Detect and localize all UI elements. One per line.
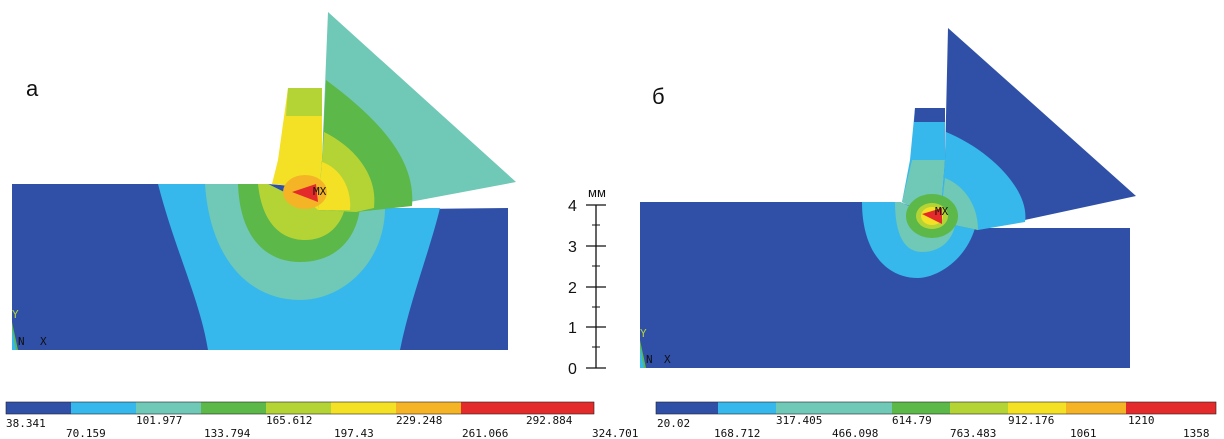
panel-b-hotspot-core (922, 208, 942, 224)
panel-b-legend-value-8: 1061 (1070, 427, 1097, 439)
panel-b-legend-value-4: 466.098 (832, 427, 878, 439)
panel-a-triad-n: N (18, 335, 25, 348)
panel-b-legend-value-7: 912.176 (1008, 414, 1054, 427)
panel-b-legend-value-6: 763.483 (950, 427, 996, 439)
panel-a-legend: 38.341 101.977 165.612 229.248 292.884 7… (5, 401, 638, 439)
panel-b-legend-value-9: 1210 (1128, 414, 1155, 427)
panel-a-legend-value-10: 324.701 (592, 427, 638, 439)
panel-b-label: б (652, 84, 665, 109)
panel-b-legend-value-3: 317.405 (776, 414, 822, 427)
panel-a-legend-value-8: 261.066 (462, 427, 508, 439)
panel-a-legend-value-1: 38.341 (6, 417, 46, 430)
panel-b-legend-value-5: 614.79 (892, 414, 932, 427)
panel-a-legend-value-2: 70.159 (66, 427, 106, 439)
panel-a-legend-value-5: 165.612 (266, 414, 312, 427)
panel-a-triad-x: X (40, 335, 47, 348)
scale-tick-4: 4 (568, 198, 577, 215)
panel-b-axis-triad: Y N X (640, 327, 671, 368)
panel-a-max-marker: MX (313, 185, 327, 198)
scale-tick-0: 0 (568, 361, 577, 378)
scale-bar: мм 4 3 2 1 0 (568, 185, 606, 378)
panel-b: б MX Y N X (640, 28, 1217, 439)
scale-tick-1: 1 (568, 320, 577, 337)
panel-b-legend-value-2: 168.712 (714, 427, 760, 439)
panel-a-axis-triad: Y N X (12, 308, 47, 350)
panel-b-triad-x: X (664, 353, 671, 366)
scale-tick-2: 2 (568, 280, 577, 297)
panel-a-label: а (26, 76, 39, 101)
panel-a-legend-value-9: 292.884 (526, 414, 573, 427)
panel-b-legend-value-1: 20.02 (657, 417, 690, 430)
panel-a-legend-value-6: 197.43 (334, 427, 374, 439)
panel-a: а MX Y N X (5, 12, 638, 439)
panel-a-tool-top-zone (286, 88, 322, 116)
panel-a-legend-value-3: 101.977 (136, 414, 182, 427)
panel-b-workpiece (640, 202, 1130, 368)
panel-b-tool-top (914, 108, 945, 122)
panel-a-legend-value-4: 133.794 (204, 427, 251, 439)
panel-b-legend-value-10: 1358 (1183, 427, 1210, 439)
panel-a-triad-y: Y (12, 308, 19, 321)
panel-a-legend-value-7: 229.248 (396, 414, 442, 427)
scale-tick-3: 3 (568, 239, 577, 256)
panel-a-hotspot-core (292, 184, 318, 202)
panel-a-chip-zone-3 (318, 162, 351, 210)
panel-b-triad-y: Y (640, 327, 647, 340)
panel-b-legend: 20.02 317.405 614.79 912.176 1210 168.71… (655, 401, 1217, 439)
scale-bar-unit: мм (588, 185, 606, 200)
panel-b-triad-n: N (646, 353, 653, 366)
panel-a-contour-zone-4 (258, 184, 345, 240)
panel-b-max-marker: MX (935, 205, 949, 218)
